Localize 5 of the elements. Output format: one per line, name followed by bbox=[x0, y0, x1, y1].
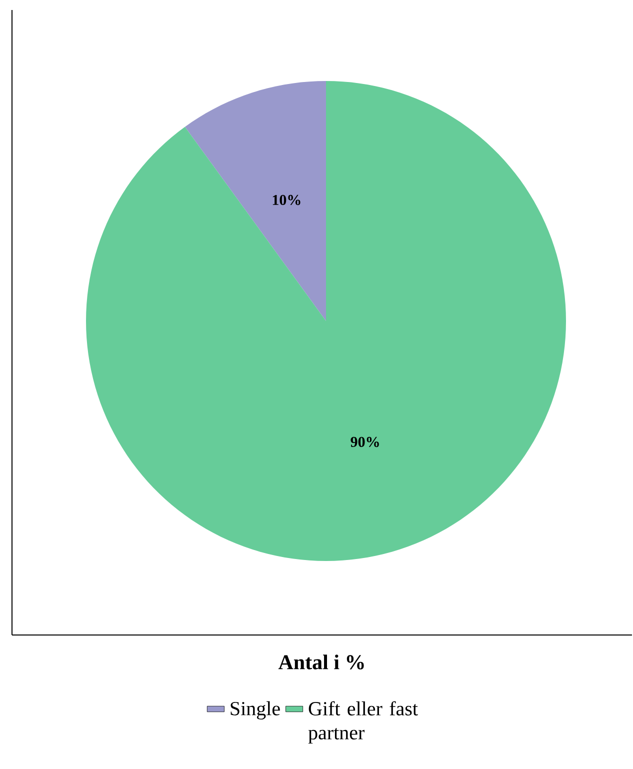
legend-label: Gift eller fast partner bbox=[308, 701, 418, 744]
legend-label: Single bbox=[230, 701, 280, 720]
text: Antal i % bbox=[278, 654, 364, 670]
data-label: 90% bbox=[350, 436, 379, 448]
data-label: 10% bbox=[272, 194, 300, 206]
